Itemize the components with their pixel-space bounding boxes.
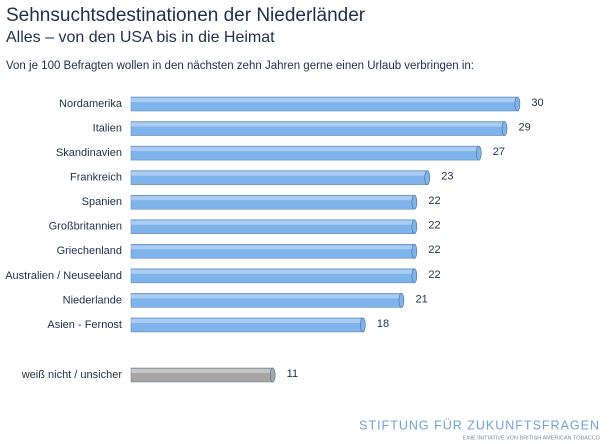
category-label: weiß nicht / unsicher [21, 369, 123, 381]
bar-highlight [131, 98, 518, 102]
bar-highlight [131, 294, 402, 299]
bar-cap [424, 170, 431, 185]
category-label: Nordamerika [59, 98, 123, 110]
value-label: 22 [428, 195, 440, 207]
bar-cap [411, 219, 418, 235]
bar-highlight [131, 147, 479, 152]
chart-description: Von je 100 Befragten wollen in den nächs… [6, 60, 474, 72]
bar-cap [411, 194, 418, 210]
category-label: Großbritannien [49, 221, 122, 233]
value-label: 30 [531, 97, 543, 109]
value-label: 22 [428, 220, 440, 232]
bar-highlight [131, 369, 273, 373]
value-label: 23 [441, 171, 453, 183]
category-label: Spanien [82, 196, 122, 208]
bar-highlight [131, 122, 505, 127]
category-label: Griechenland [57, 245, 122, 257]
source-tagline: EINE INITIATIVE VON BRITISH AMERICAN TOB… [463, 435, 601, 441]
chart-subtitle: Alles – von den USA bis in die Heimat [6, 29, 275, 46]
bar-cap [514, 96, 521, 112]
bar-highlight [131, 269, 415, 274]
value-label: 22 [428, 269, 440, 281]
value-label: 18 [377, 318, 389, 330]
value-label: 29 [519, 121, 531, 133]
source-name: STIFTUNG FÜR ZUKUNFTSFRAGEN [359, 418, 600, 432]
category-label: Italien [93, 122, 122, 134]
category-label: Niederlande [63, 294, 122, 306]
bar-highlight [131, 245, 415, 250]
bar-highlight [131, 318, 363, 323]
category-label: Asien - Fernost [47, 319, 122, 331]
bar-cap [411, 268, 418, 284]
chart-title: Sehnsuchtsdestinationen der Niederländer [6, 5, 366, 26]
category-label: Frankreich [70, 172, 122, 184]
value-label: 11 [287, 368, 298, 380]
bar-cap [269, 367, 276, 383]
bar-cap [475, 145, 482, 161]
bar-cap [398, 293, 405, 308]
category-label: Australien / Neuseeland [5, 270, 122, 282]
bar-cap [411, 244, 418, 259]
value-label: 21 [415, 293, 427, 305]
bar-highlight [131, 220, 415, 225]
category-label: Skandinavien [56, 147, 122, 159]
value-label: 27 [493, 146, 505, 158]
bar-cap [501, 121, 508, 136]
bar-highlight [131, 196, 415, 201]
bar-cap [360, 317, 366, 333]
bar-highlight [131, 171, 428, 176]
value-label: 22 [428, 244, 440, 256]
